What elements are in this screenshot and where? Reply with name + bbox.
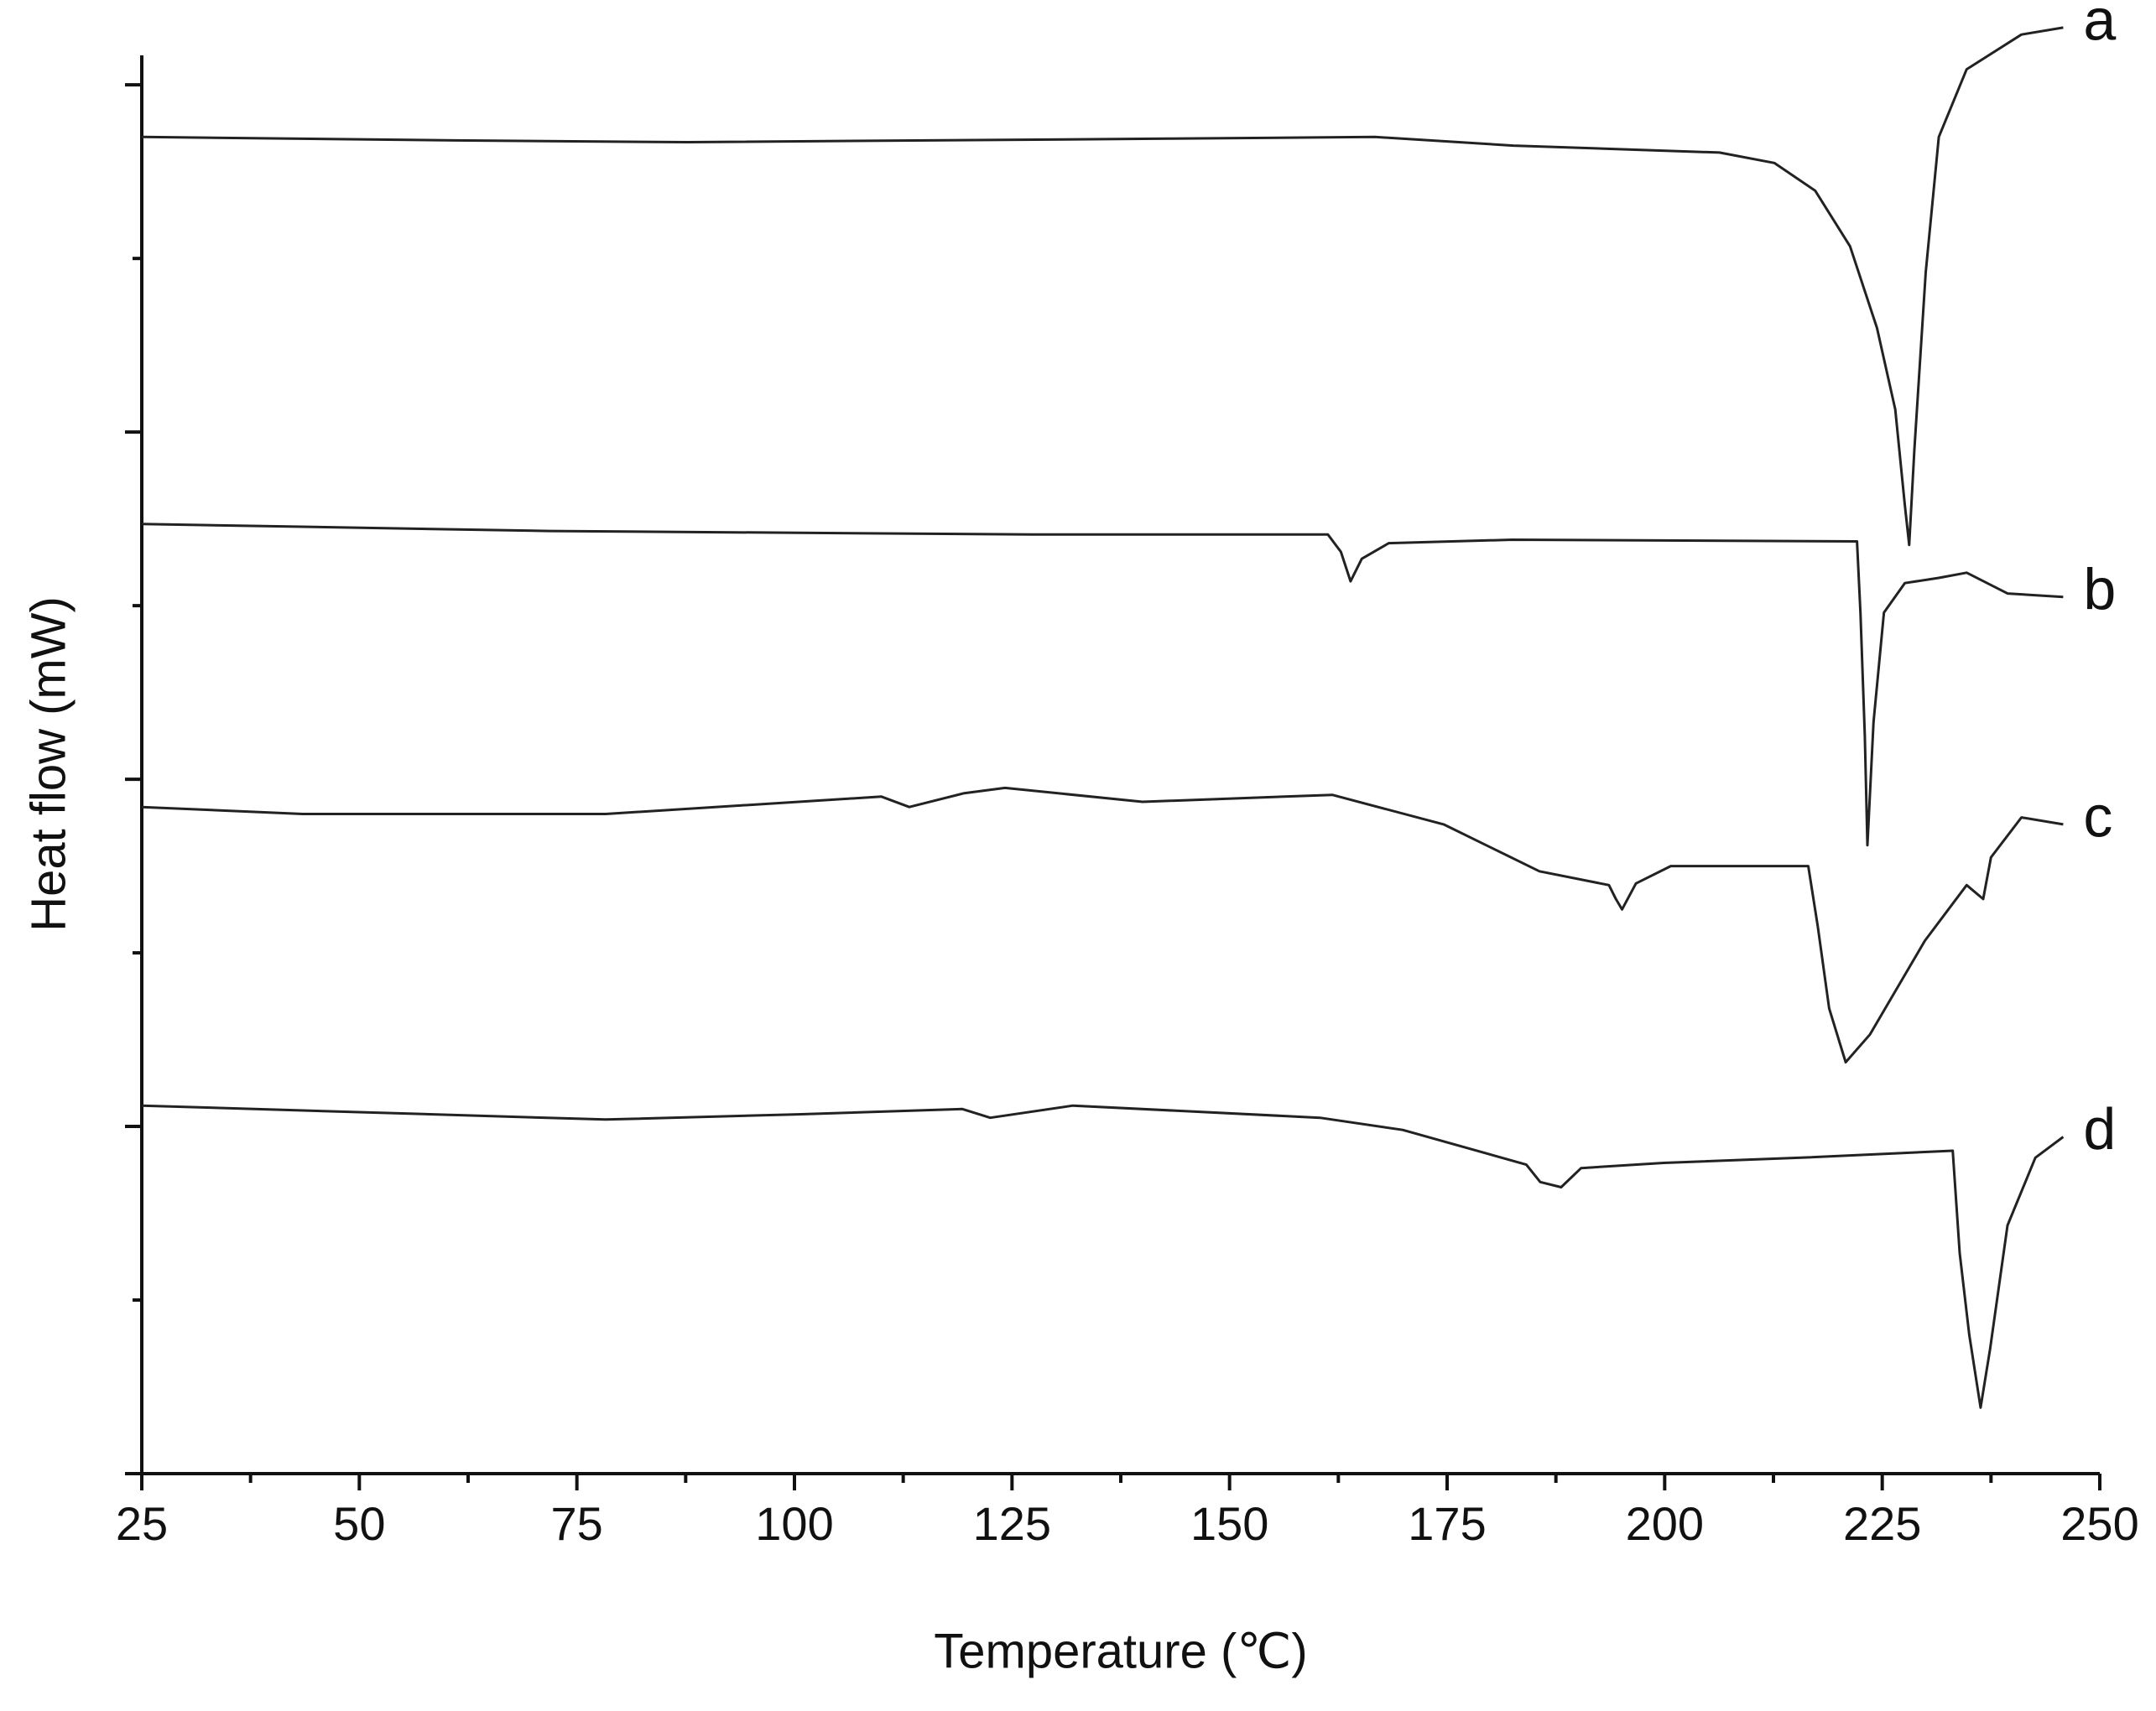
x-tick-label: 125 [973,1497,1051,1550]
x-axis-title: Temperature (℃) [934,1624,1307,1678]
line [141,26,2064,547]
series-label: d [2083,1096,2116,1162]
x-tick-label: 75 [551,1497,603,1550]
y-axis-title: Heat flow (mW) [21,596,76,932]
x-tick-label: 175 [1408,1497,1486,1550]
series-label: a [2083,0,2116,52]
line [141,523,2064,847]
series-label: c [2083,783,2112,849]
x-tick-label: 200 [1626,1497,1704,1550]
x-tick-label: 225 [1843,1497,1921,1550]
x-tick-label: 150 [1190,1497,1268,1550]
x-tick-label: 25 [116,1497,168,1550]
x-tick-label: 100 [755,1497,833,1550]
line [141,786,2064,1064]
series-label: b [2083,556,2116,621]
line [141,1104,2065,1409]
x-tick-label: 250 [2060,1497,2138,1550]
x-tick-label: 50 [333,1497,385,1550]
